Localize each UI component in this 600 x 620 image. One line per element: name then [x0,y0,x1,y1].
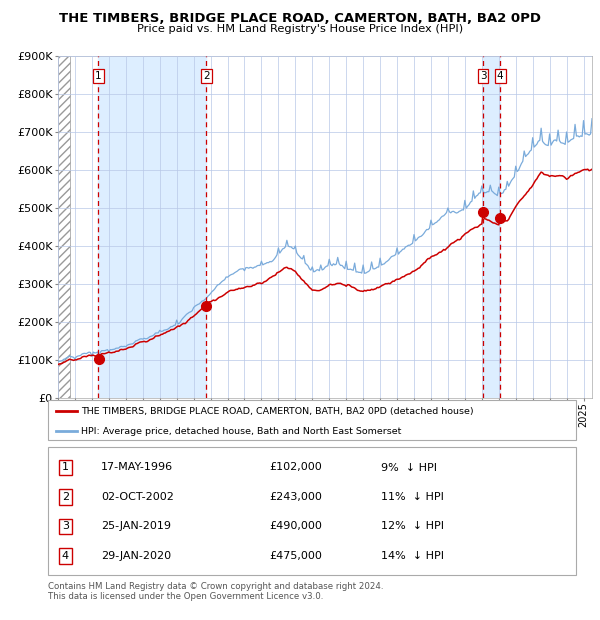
Text: THE TIMBERS, BRIDGE PLACE ROAD, CAMERTON, BATH, BA2 0PD (detached house): THE TIMBERS, BRIDGE PLACE ROAD, CAMERTON… [81,407,473,415]
Text: 02-OCT-2002: 02-OCT-2002 [101,492,173,502]
Text: £475,000: £475,000 [270,551,323,561]
Text: 9%  ↓ HPI: 9% ↓ HPI [380,463,437,472]
Text: 14%  ↓ HPI: 14% ↓ HPI [380,551,443,561]
Text: 4: 4 [62,551,69,561]
Bar [483,56,500,398]
Text: 25-JAN-2019: 25-JAN-2019 [101,521,171,531]
Text: 4: 4 [497,71,503,81]
Text: 2: 2 [203,71,209,81]
Text: 1: 1 [95,71,101,81]
Text: £102,000: £102,000 [270,463,323,472]
Text: Contains HM Land Registry data © Crown copyright and database right 2024.
This d: Contains HM Land Registry data © Crown c… [48,582,383,601]
Text: THE TIMBERS, BRIDGE PLACE ROAD, CAMERTON, BATH, BA2 0PD: THE TIMBERS, BRIDGE PLACE ROAD, CAMERTON… [59,12,541,25]
Text: Price paid vs. HM Land Registry's House Price Index (HPI): Price paid vs. HM Land Registry's House … [137,24,463,33]
Text: 12%  ↓ HPI: 12% ↓ HPI [380,521,443,531]
Text: £490,000: £490,000 [270,521,323,531]
Text: 3: 3 [62,521,69,531]
FancyBboxPatch shape [48,400,576,440]
Text: 11%  ↓ HPI: 11% ↓ HPI [380,492,443,502]
Bar [58,56,70,398]
Text: HPI: Average price, detached house, Bath and North East Somerset: HPI: Average price, detached house, Bath… [81,427,401,436]
Text: 3: 3 [479,71,487,81]
Text: 1: 1 [62,463,69,472]
Text: 17-MAY-1996: 17-MAY-1996 [101,463,173,472]
Text: 29-JAN-2020: 29-JAN-2020 [101,551,171,561]
Text: 2: 2 [62,492,69,502]
Text: £243,000: £243,000 [270,492,323,502]
FancyBboxPatch shape [48,447,576,575]
Bar [98,56,206,398]
